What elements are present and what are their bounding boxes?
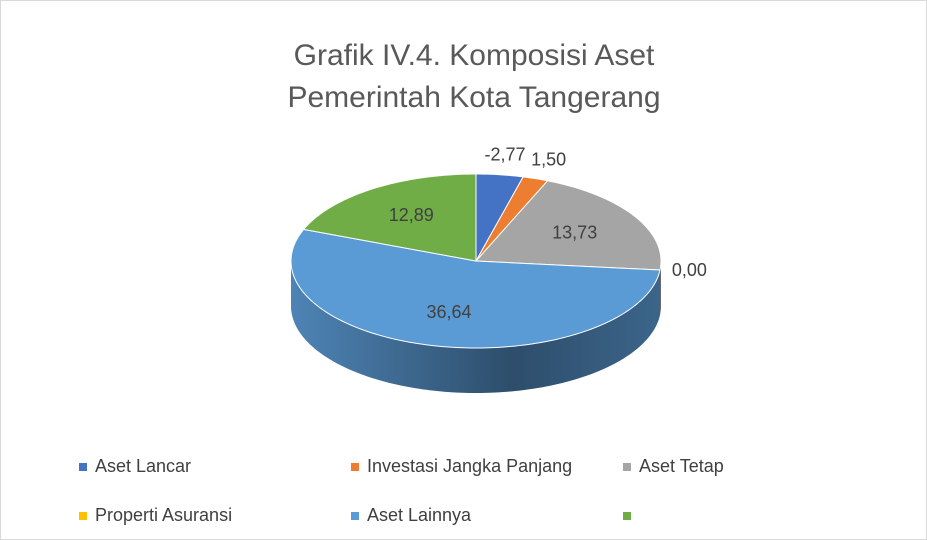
legend-label: Aset Lancar xyxy=(95,456,191,476)
slice-side-shade xyxy=(291,261,660,393)
legend-swatch xyxy=(623,512,631,520)
legend-label: Aset Lainnya xyxy=(367,505,472,525)
slice-top xyxy=(290,228,661,349)
slice-top xyxy=(302,173,477,262)
legend-label: Properti Asuransi xyxy=(95,505,232,525)
data-label: -2,77 xyxy=(484,144,525,164)
data-label: 1,50 xyxy=(531,149,566,169)
data-label: 36,64 xyxy=(426,302,471,322)
pie-slice xyxy=(474,180,662,316)
legend-swatch xyxy=(351,512,359,520)
legend-label: Investasi Jangka Panjang xyxy=(367,456,572,476)
slice-top xyxy=(474,180,662,271)
legend-swatch xyxy=(623,463,631,471)
slice-side-shade xyxy=(660,261,661,316)
legend-swatch xyxy=(351,463,359,471)
chart-title: Grafik IV.4. Komposisi Aset Pemerintah K… xyxy=(287,39,661,114)
slice-top xyxy=(475,176,549,262)
data-label: 13,73 xyxy=(552,222,597,242)
pie-slice xyxy=(475,176,549,262)
data-label: 12,89 xyxy=(389,205,434,225)
pie-slice xyxy=(290,228,661,393)
legend-swatch xyxy=(79,512,87,520)
legend-swatch xyxy=(79,463,87,471)
pie-slice xyxy=(302,173,477,262)
data-label: 0,00 xyxy=(672,260,707,280)
legend-label: Aset Tetap xyxy=(639,456,724,476)
